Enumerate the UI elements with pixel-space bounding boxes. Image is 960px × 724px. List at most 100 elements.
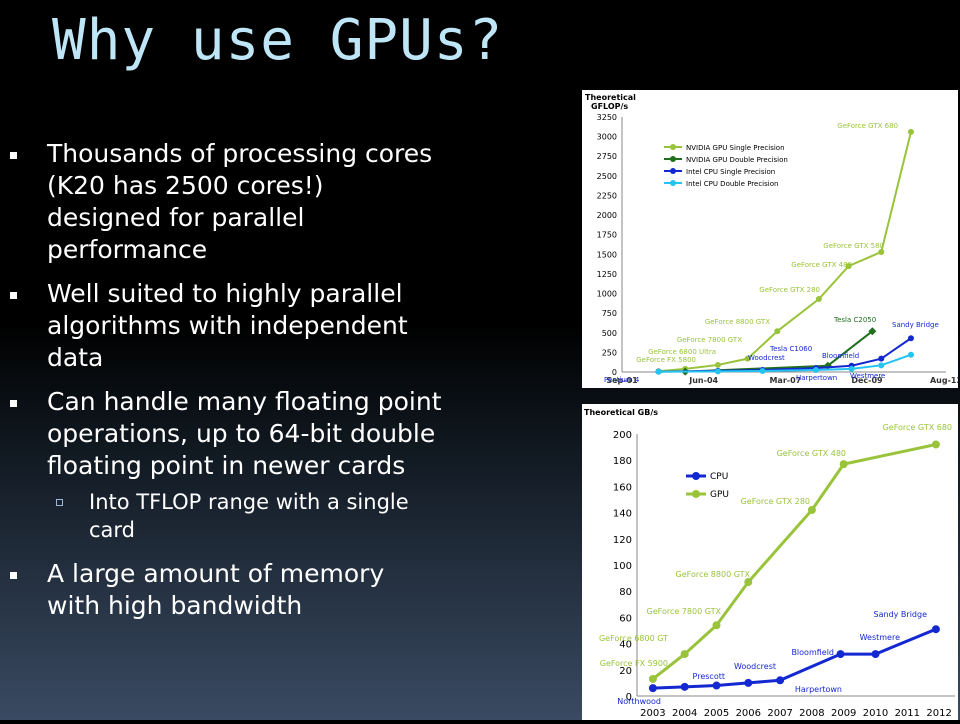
x-tick-label: 2003: [640, 708, 665, 719]
data-point: [655, 368, 662, 375]
legend-marker: [670, 156, 676, 162]
data-point: [848, 365, 855, 372]
y-tick-label: 2000: [597, 211, 617, 220]
legend-marker: [692, 490, 700, 498]
bullet-square-icon: [10, 292, 17, 299]
bullet-square-icon: [10, 572, 17, 579]
legend-label: Intel CPU Double Precision: [686, 180, 778, 188]
data-annotation: GeForce 7800 GTX: [647, 607, 722, 616]
x-tick-label: Aug-12: [930, 376, 958, 385]
data-annotation: Northwood: [617, 697, 661, 706]
data-point: [931, 440, 940, 449]
data-annotation: Bloomfield: [791, 648, 834, 657]
data-annotation: Sandy Bridge: [892, 321, 939, 329]
data-point: [907, 351, 914, 358]
y-tick-label: 1750: [597, 231, 617, 240]
data-annotation: Woodcrest: [734, 662, 776, 671]
y-tick-label: 0: [612, 368, 617, 377]
data-point: [812, 367, 819, 374]
x-tick-label: 2006: [736, 708, 761, 719]
legend-marker: [670, 168, 676, 174]
data-point: [845, 263, 852, 270]
x-tick-label: 2012: [926, 708, 951, 719]
bandwidth-chart: Theoretical GB/s 0 20 40 60 80 100 120 140 160 180…: [582, 404, 958, 720]
data-point: [712, 621, 721, 630]
chart-title: GFLOP/s: [591, 102, 628, 111]
legend-label: Intel CPU Single Precision: [686, 168, 775, 176]
data-annotation: Westmere: [860, 633, 900, 642]
legend-marker: [670, 180, 676, 186]
data-point: [648, 674, 657, 683]
data-point: [878, 362, 885, 369]
chart-title: Theoretical: [585, 93, 636, 102]
data-annotation: Harpertown: [795, 685, 842, 694]
y-tick-label: 3000: [597, 133, 617, 142]
data-annotation: GeForce FX 5800: [636, 356, 696, 364]
data-point: [744, 578, 753, 587]
bullet-square-icon: [10, 152, 17, 159]
data-point: [744, 678, 753, 687]
bullet-text: Can handle many floating point operation…: [47, 387, 442, 480]
data-point: [759, 368, 766, 375]
data-annotation: Tesla C1060: [769, 345, 812, 353]
data-point: [774, 328, 781, 335]
x-tick-label: 2011: [895, 708, 920, 719]
data-annotation: GeForce GTX 480: [791, 261, 852, 269]
gflops-chart: Theoretical GFLOP/s 0 250 500 750 1000 1250 1500…: [582, 90, 960, 388]
x-tick-label: 2008: [799, 708, 824, 719]
x-tick-label: 2004: [672, 708, 697, 719]
data-point: [878, 248, 885, 255]
y-tick-label: 1250: [597, 270, 617, 279]
data-point: [871, 650, 880, 659]
data-point: [815, 296, 822, 303]
y-tick-label: 20: [619, 666, 632, 677]
data-point: [907, 335, 914, 342]
data-point: [714, 361, 721, 368]
y-tick-label: 80: [619, 587, 632, 598]
bullet-item: Can handle many floating point operation…: [4, 386, 444, 482]
y-tick-label: 0: [626, 692, 632, 703]
data-annotation: Bloomfield: [822, 352, 859, 360]
bullet-item: Thousands of processing cores (K20 has 2…: [4, 138, 444, 266]
data-annotation: GeForce 6800 GT: [599, 634, 668, 643]
legend-label: CPU: [710, 472, 728, 482]
bullet-square-icon: [10, 400, 17, 407]
y-tick-label: 100: [613, 561, 632, 572]
y-tick-label: 3250: [597, 113, 617, 122]
y-tick-label: 250: [602, 348, 617, 357]
legend-marker: [670, 144, 676, 150]
bullet-text: Thousands of processing cores (K20 has 2…: [47, 139, 433, 264]
bullet-list: Thousands of processing cores (K20 has 2…: [4, 138, 444, 634]
data-annotation: GeForce GTX 580: [823, 242, 884, 250]
data-annotation: GeForce 8800 GTX: [676, 570, 751, 579]
bullet-text: Well suited to highly parallel algorithm…: [47, 279, 408, 372]
data-point: [776, 676, 785, 685]
x-tick-label: Jun-04: [688, 376, 718, 385]
x-tick-label: Sep-01: [606, 376, 638, 385]
data-annotation: GeForce GTX 280: [759, 286, 820, 294]
legend-label: NVIDIA GPU Single Precision: [686, 144, 785, 152]
data-point: [648, 684, 657, 693]
data-annotation: GeForce GTX 480: [777, 449, 846, 458]
y-tick-label: 40: [619, 640, 632, 651]
data-annotation: Prescott: [693, 672, 725, 681]
y-tick-label: 2500: [597, 172, 617, 181]
y-tick-label: 180: [613, 456, 632, 467]
y-tick-label: 750: [602, 309, 617, 318]
slide-title: Why use GPUs?: [52, 8, 504, 73]
data-annotation: GeForce GTX 680: [883, 423, 952, 432]
data-annotation: Sandy Bridge: [874, 610, 928, 619]
y-tick-label: 1000: [597, 290, 617, 299]
x-tick-label: Mar-07: [769, 376, 801, 385]
sub-bullet-text: Into TFLOP range with a single card: [89, 490, 409, 542]
data-point: [807, 505, 816, 514]
data-point: [744, 355, 751, 362]
data-point: [680, 682, 689, 691]
data-point: [931, 625, 940, 634]
data-annotation: GeForce 6800 Ultra: [648, 348, 716, 356]
bullet-item: Well suited to highly parallel algorithm…: [4, 278, 444, 374]
series-line: [652, 627, 937, 690]
y-tick-label: 500: [602, 329, 617, 338]
y-tick-label: 2250: [597, 191, 617, 200]
data-annotation: GeForce 8800 GTX: [705, 318, 770, 326]
